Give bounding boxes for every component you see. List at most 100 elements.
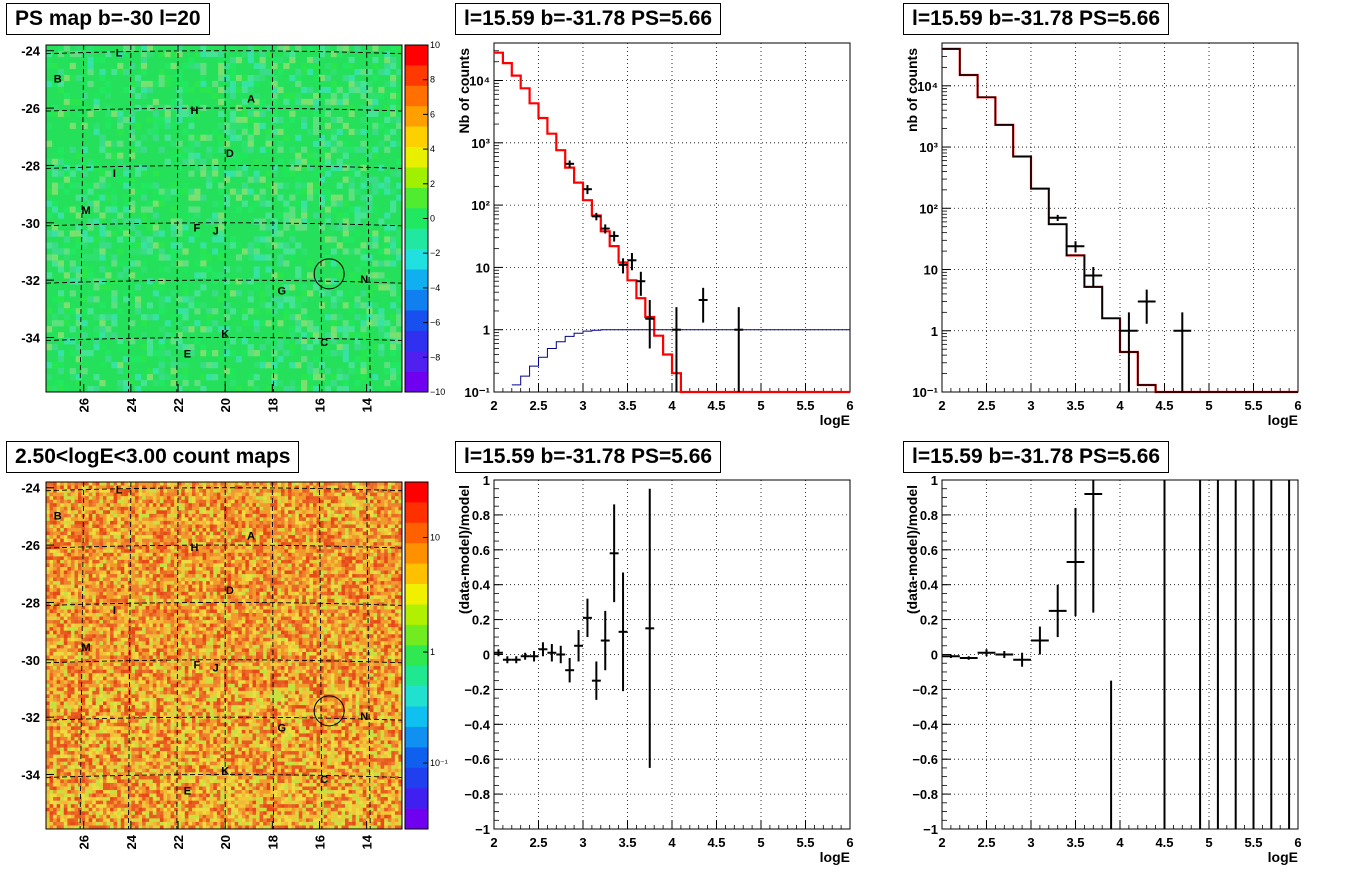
c3-data-point xyxy=(1084,480,1103,613)
map1-cb-label: 6 xyxy=(430,109,435,119)
map2-source-label: H xyxy=(191,542,199,554)
c0-data-point xyxy=(645,299,655,349)
map1-cb-label: −10 xyxy=(430,387,445,397)
c3-ytick-label: −0.4 xyxy=(912,717,938,732)
spectrum-1-title: l=15.59 b=-31.78 PS=5.66 xyxy=(455,3,722,35)
map2-xtick-label: 22 xyxy=(171,835,186,849)
c3-ytick-label: 0.2 xyxy=(920,613,938,628)
map2-meridian xyxy=(271,481,274,830)
c0-xtick-label: 5 xyxy=(757,398,764,413)
c0-data-point xyxy=(565,160,575,168)
c3-ylabel: (data-model)/model xyxy=(904,485,920,614)
c0-data-point xyxy=(627,253,637,271)
c1-data-point xyxy=(1084,266,1103,287)
map2-ytick-label: -34 xyxy=(21,768,41,783)
map2-source-label: J xyxy=(213,662,219,674)
map1-cb-label: −2 xyxy=(430,248,440,258)
ps-map-title: PS map b=-30 l=20 xyxy=(6,3,210,35)
c1-ytick-label: 1 xyxy=(931,324,938,339)
c0-xtick-label: 2.5 xyxy=(529,398,547,413)
c1-data-point xyxy=(1048,214,1067,221)
c2-data-point xyxy=(520,652,530,660)
c3-data-point xyxy=(942,654,960,658)
map2-source-label: M xyxy=(81,642,90,654)
c2-xtick-label: 2.5 xyxy=(529,835,547,850)
c1-ylabel: nb of counts xyxy=(904,48,920,132)
c2-data-point xyxy=(645,488,655,768)
c2-data-point xyxy=(618,572,628,692)
map1-meridian xyxy=(271,44,274,393)
map2-parallel xyxy=(45,716,403,721)
count-map-panel: -24 -26 -28 -30 -32 -34 26 24 22 20 18 16 14 L B A H D I M F… xyxy=(21,481,448,850)
map1-parallel xyxy=(45,107,403,112)
c2-xtick-label: 5.5 xyxy=(796,835,814,850)
map1-source-label: L xyxy=(116,47,123,59)
map2-source-label: K xyxy=(221,766,229,778)
map1-parallel xyxy=(45,222,403,227)
c0-frame xyxy=(493,42,851,393)
c1-xlabel: logE xyxy=(1268,412,1298,428)
c1-data-point xyxy=(1120,312,1138,392)
map2-xtick-label: 26 xyxy=(77,835,92,849)
c3-ytick-label: −1 xyxy=(923,822,938,837)
spectrum-panel-1: 2 2.5 3 3.5 4 4.5 5 5.5 6 10⁻¹ 1 10 10² 10³ 10⁴ logE Nb … xyxy=(456,42,854,428)
c2-ytick-label: 0.4 xyxy=(472,578,491,593)
spectrum-2-title: l=15.59 b=-31.78 PS=5.66 xyxy=(903,3,1170,35)
c0-data-point xyxy=(734,307,744,392)
c0-xtick-label: 4 xyxy=(668,398,676,413)
c2-ytick-label: −0.8 xyxy=(464,787,490,802)
map1-xtick-label: 18 xyxy=(265,398,280,412)
c3-data-point xyxy=(995,651,1014,658)
map2-meridian xyxy=(176,481,179,830)
c2-data-point xyxy=(600,610,610,671)
c0-data-point xyxy=(600,224,610,234)
c0-xtick-label: 4.5 xyxy=(707,398,725,413)
c3-xtick-label: 2 xyxy=(938,835,945,850)
c1-xtick-label: 4 xyxy=(1116,398,1124,413)
c3-xlabel: logE xyxy=(1268,849,1298,865)
map1-xtick-label: 26 xyxy=(77,398,92,412)
map2-ytick-label: -26 xyxy=(21,538,40,553)
c0-data-point xyxy=(591,212,601,221)
map1-cb-label: −6 xyxy=(430,318,440,328)
map1-source-label: N xyxy=(360,274,368,286)
spectrum-panel-2: 2 2.5 3 3.5 4 4.5 5 5.5 6 10⁻¹ 1 10 10² 10³ 10⁴ logE nb … xyxy=(904,42,1302,428)
c2-xtick-label: 2 xyxy=(490,835,497,850)
map1-ytick-label: -26 xyxy=(21,101,40,116)
map1-source-label: F xyxy=(194,222,201,234)
c3-ytick-label: −0.8 xyxy=(912,787,938,802)
map1-cb-label: 10 xyxy=(430,40,440,50)
map1-cb-label: −4 xyxy=(430,283,440,293)
map1-map-pixels xyxy=(46,45,403,393)
c1-ytick-label: 10⁻¹ xyxy=(912,385,938,400)
map1-meridian xyxy=(366,44,371,393)
c2-ytick-label: 1 xyxy=(483,473,490,488)
map2-xtick-label: 16 xyxy=(312,835,327,849)
c3-ytick-label: −0.6 xyxy=(912,752,938,767)
c0-ytick-label: 10² xyxy=(471,198,490,213)
c2-data-point xyxy=(494,649,503,657)
c3-ytick-label: −0.2 xyxy=(912,682,938,697)
c2-data-point xyxy=(591,661,601,700)
c2-data-point xyxy=(547,644,557,662)
c3-data-point xyxy=(977,649,996,657)
c2-ytick-label: 0 xyxy=(483,648,490,663)
map2-xtick-label: 24 xyxy=(124,834,139,849)
map1-cb-label: −8 xyxy=(430,352,440,362)
c3-xtick-label: 4.5 xyxy=(1155,835,1173,850)
c3-ytick-label: 0.4 xyxy=(920,578,939,593)
map2-cb-label: 10⁻¹ xyxy=(430,758,448,768)
c1-ytick-label: 10³ xyxy=(919,140,938,155)
map2-cb-label: 10 xyxy=(430,533,440,543)
c0-ytick-label: 10⁴ xyxy=(469,74,490,89)
map1-source-label: A xyxy=(247,93,255,105)
map1-meridian xyxy=(79,44,85,393)
c1-xtick-label: 4.5 xyxy=(1155,398,1173,413)
c1-xtick-label: 5.5 xyxy=(1244,398,1262,413)
map2-meridian xyxy=(366,481,371,830)
c3-xtick-label: 4 xyxy=(1116,835,1124,850)
c0-data-point xyxy=(583,185,592,195)
map2-color-scale-frame xyxy=(404,481,429,830)
map1-meridian xyxy=(319,44,323,393)
